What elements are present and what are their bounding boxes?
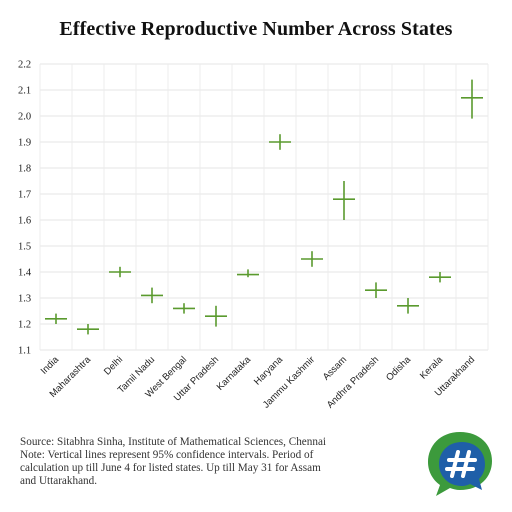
hashtag-glyph xyxy=(445,450,477,478)
y-tick-label: 1.5 xyxy=(18,242,31,253)
errorbar-odisha xyxy=(397,298,419,314)
x-tick-label: Kerala xyxy=(418,354,446,382)
data-marks xyxy=(45,79,483,335)
y-tick-label: 2.0 xyxy=(18,112,31,123)
errorbar-kerala xyxy=(429,272,451,283)
chart-title: Effective Reproductive Number Across Sta… xyxy=(59,18,453,40)
note-line-2: calculation up till June 4 for listed st… xyxy=(20,462,321,474)
y-tick-label: 1.4 xyxy=(18,268,32,279)
y-tick-label: 1.6 xyxy=(18,216,31,227)
errorbar-maharashtra xyxy=(77,324,99,335)
note-line-1: Note: Vertical lines represent 95% confi… xyxy=(20,449,314,461)
source-notes: Source: Sitabhra Sinha, Institute of Mat… xyxy=(20,436,400,488)
blue-bubble xyxy=(439,442,485,490)
errorbar-delhi xyxy=(109,266,131,278)
y-tick-label: 1.2 xyxy=(18,320,31,331)
errorbar-andhra-pradesh xyxy=(365,282,387,298)
y-tick-label: 2.2 xyxy=(18,60,31,71)
x-tick-label: Karnataka xyxy=(215,354,254,393)
y-tick-label: 1.3 xyxy=(18,294,31,305)
source-line: Source: Sitabhra Sinha, Institute of Mat… xyxy=(20,436,327,448)
errorbar-haryana xyxy=(269,134,291,150)
x-tick-label: Delhi xyxy=(102,354,125,377)
errorbar-tamil-nadu xyxy=(141,287,163,304)
y-tick-label: 2.1 xyxy=(18,86,31,97)
error-bar-chart: 1.1 1.2 1.3 1.4 1.5 1.6 1.7 1.8 1.9 2.0 2.1 2.2 Ind… xyxy=(18,60,489,411)
errorbar-uttar-pradesh xyxy=(205,305,227,327)
errorbar-india xyxy=(45,313,67,324)
errorbar-uttarakhand xyxy=(461,79,483,119)
gridlines xyxy=(39,63,489,351)
errorbar-west-bengal xyxy=(173,303,195,314)
y-tick-label: 1.1 xyxy=(18,346,31,357)
chat-bubbles-hashtag-icon xyxy=(428,432,492,496)
y-tick-label: 1.9 xyxy=(18,138,31,149)
errorbar-jammu-kashmir xyxy=(301,251,323,267)
errorbar-assam xyxy=(333,181,355,220)
x-tick-label: Odisha xyxy=(384,354,414,384)
y-tick-label: 1.7 xyxy=(18,190,31,201)
x-tick-label: Assam xyxy=(321,354,349,382)
errorbar-karnataka xyxy=(237,269,259,278)
y-axis-ticks: 1.1 1.2 1.3 1.4 1.5 1.6 1.7 1.8 1.9 2.0 2.1 2.2 xyxy=(18,60,32,357)
y-tick-label: 1.8 xyxy=(18,164,31,175)
note-line-3: and Uttarakhand. xyxy=(20,475,98,487)
x-tick-label: India xyxy=(39,354,62,377)
